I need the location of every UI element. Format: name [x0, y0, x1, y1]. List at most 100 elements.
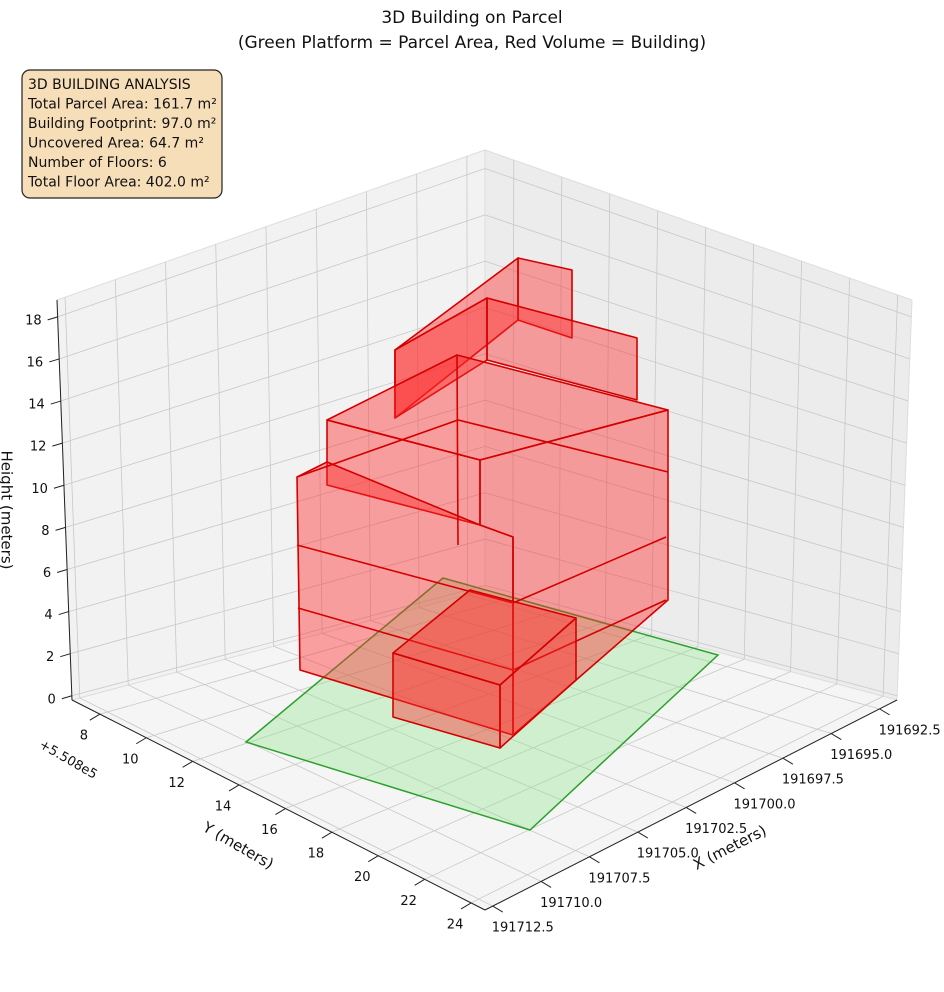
z-tick [49, 358, 60, 363]
z-tick [56, 568, 68, 573]
floor-line [297, 599, 667, 671]
z-tick [58, 611, 69, 616]
y-tick-label: 16 [261, 823, 278, 838]
y-tick-label: 24 [447, 917, 464, 932]
z-tick-label: 2 [46, 650, 54, 665]
grid-line [114, 279, 129, 686]
edge [456, 354, 459, 546]
x-tick-label: 191700.0 [734, 797, 796, 812]
info-line: Total Parcel Area: 161.7 m² [27, 97, 217, 113]
x-tick-label: 191702.5 [685, 822, 747, 837]
grid-line [265, 226, 275, 647]
grid-line [378, 671, 791, 857]
grid-line [146, 609, 560, 739]
info-line: Number of Floors: 6 [28, 155, 167, 171]
grid-line [59, 214, 486, 360]
z-tick-label: 18 [25, 313, 42, 328]
y-tick-label: 22 [400, 894, 417, 909]
floor-line [296, 536, 667, 604]
y-tick-label: 18 [308, 847, 325, 862]
z-axis-line [56, 299, 73, 701]
y-tick-label: 10 [122, 752, 139, 767]
y-tick [275, 808, 286, 815]
grid-line [315, 209, 323, 634]
grid-line [273, 645, 687, 808]
y-tick [460, 902, 472, 910]
panes [56, 149, 913, 911]
y-offset-label: +5.508e5 [36, 737, 99, 782]
x-tick-label: 191710.0 [540, 896, 602, 911]
y-tick [135, 737, 147, 745]
x-tick [782, 757, 794, 765]
grid-line [604, 193, 611, 623]
grid-line [882, 294, 899, 697]
grid-line [484, 353, 906, 486]
grid-line [697, 227, 707, 647]
z-tick [55, 526, 66, 531]
grid-line [484, 492, 901, 612]
grid-line [484, 399, 904, 528]
grid-line [418, 607, 832, 734]
z-tick-label: 0 [48, 692, 56, 707]
parcel [244, 577, 720, 831]
y-tick [368, 855, 379, 863]
grid-line [484, 214, 910, 360]
grid-line [370, 620, 784, 759]
y-tick-label: 8 [80, 729, 88, 744]
x-axis-line [484, 699, 898, 911]
z-tick-label: 14 [28, 398, 45, 413]
z-tick-label: 4 [44, 608, 52, 623]
x-tick-label: 191697.5 [782, 773, 844, 788]
face [296, 461, 514, 736]
z-tick-label: 16 [27, 355, 44, 370]
grid-line [484, 168, 912, 318]
grid-line [65, 399, 486, 528]
z-axis-label: Height (meters) [0, 451, 16, 570]
y-axis-line [71, 699, 486, 911]
info-line: 3D BUILDING ANALYSIS [28, 77, 191, 93]
face [392, 589, 577, 686]
grid-line [331, 658, 745, 833]
grid-line [215, 244, 226, 660]
z-tick [60, 653, 71, 658]
x-tick [540, 880, 552, 888]
grid-line [484, 584, 898, 697]
x-tick-label: 191692.5 [879, 723, 941, 738]
grid-line [484, 538, 899, 655]
grid-line [484, 260, 909, 402]
z-tick-label: 10 [31, 482, 48, 497]
z-tick [47, 316, 58, 321]
chart-subtitle: (Green Platform = Parcel Area, Red Volum… [238, 33, 706, 53]
grid-line [416, 173, 420, 608]
y-tick-label: 14 [215, 799, 232, 814]
grid-line [743, 244, 755, 660]
x-tick [830, 733, 842, 740]
grid-line [60, 260, 486, 402]
x-tick-label: 191695.0 [830, 748, 892, 763]
grid-line [484, 307, 907, 444]
x-tick-label: 191707.5 [588, 871, 650, 886]
z-tick [50, 400, 61, 405]
grid-line [467, 594, 880, 710]
grid-line [62, 307, 486, 444]
grid-line [651, 210, 659, 635]
x-tick-label: 191705.0 [637, 847, 699, 862]
grid-line [424, 683, 837, 880]
grid-line [68, 492, 486, 612]
x-tick-label: 191712.5 [492, 921, 554, 936]
grid-line [512, 160, 515, 598]
grid-line [366, 191, 372, 621]
grid-line [192, 621, 606, 762]
grid-line [238, 634, 652, 786]
y-tick-label: 12 [168, 776, 185, 791]
grid-line [57, 168, 486, 318]
grid-line [165, 261, 178, 673]
info-line: Total Floor Area: 402.0 m² [27, 175, 210, 191]
y-tick [414, 878, 425, 886]
x-tick [492, 905, 503, 913]
x-tick [879, 708, 890, 716]
grid-line [79, 697, 493, 907]
info-box [21, 69, 223, 199]
building [296, 257, 669, 749]
grid-line [71, 584, 486, 697]
